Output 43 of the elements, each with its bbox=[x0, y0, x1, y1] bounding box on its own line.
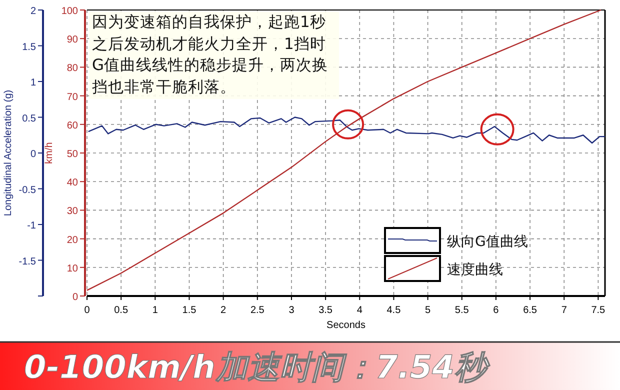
x-tick-label: 4 bbox=[356, 305, 363, 316]
y2-tick-label: 60 bbox=[66, 120, 78, 132]
y-tick-label: 2 bbox=[30, 6, 36, 17]
y-tick-label: -1.5 bbox=[18, 256, 36, 268]
annotation: 因为变速箱的自我保护，起跑1秒之后发动机才能火力全开，1挡时G值曲线线性的稳步提升，两次换挡也非常干脆利落。 bbox=[89, 11, 339, 99]
y-tick-label: 0 bbox=[30, 149, 36, 160]
x-tick-label: 5.5 bbox=[454, 305, 470, 316]
y-tick-label: -0.5 bbox=[18, 184, 36, 196]
legend-label: 纵向G值曲线 bbox=[447, 234, 528, 250]
y2-tick-label: 30 bbox=[66, 206, 78, 218]
x-tick-label: 1.5 bbox=[182, 305, 197, 316]
x-tick-label: 6.5 bbox=[523, 305, 538, 316]
x-tick-label: 3 bbox=[288, 305, 295, 316]
y2-tick-label: 0 bbox=[72, 292, 78, 303]
x-tick-label: 0 bbox=[84, 305, 90, 316]
y2-tick-label: 70 bbox=[66, 92, 78, 103]
y2-tick-label: 100 bbox=[61, 6, 78, 17]
y-axis-title: Longitudinal Acceleration (g) bbox=[3, 90, 14, 216]
y2-tick-label: 40 bbox=[66, 178, 78, 189]
x-tick-label: 1 bbox=[152, 305, 158, 316]
x-tick-label: 0.5 bbox=[114, 305, 128, 316]
x-tick-label: 7 bbox=[561, 305, 568, 316]
y2-tick-label: 80 bbox=[66, 63, 78, 74]
x-tick-label: 3.5 bbox=[318, 305, 333, 316]
legend-label: 速度曲线 bbox=[447, 262, 503, 278]
x-axis-title: Seconds bbox=[326, 320, 366, 331]
y2-tick-label: 20 bbox=[66, 234, 78, 246]
y2-axis-title: km/h bbox=[44, 142, 55, 164]
y2-tick-label: 50 bbox=[66, 149, 78, 160]
y-tick-label: -1 bbox=[27, 220, 36, 232]
line-series bbox=[88, 116, 606, 144]
y2-tick-label: 10 bbox=[66, 263, 78, 274]
x-tick-label: 6 bbox=[493, 305, 500, 316]
text: 0-100km/h加速时间：7.54秒 bbox=[24, 348, 490, 386]
x-tick-label: 2.5 bbox=[250, 305, 265, 316]
y-tick-label: 1 bbox=[30, 78, 36, 88]
x-tick-label: 2 bbox=[220, 305, 227, 316]
x-tick-label: 5 bbox=[425, 305, 432, 316]
y2-tick-label: 90 bbox=[66, 34, 78, 46]
x-tick-label: 7.5 bbox=[591, 305, 606, 316]
y-tick-label: 1.5 bbox=[22, 42, 36, 53]
y-tick-label: 0.5 bbox=[22, 113, 36, 124]
x-tick-label: 4.5 bbox=[386, 305, 402, 316]
